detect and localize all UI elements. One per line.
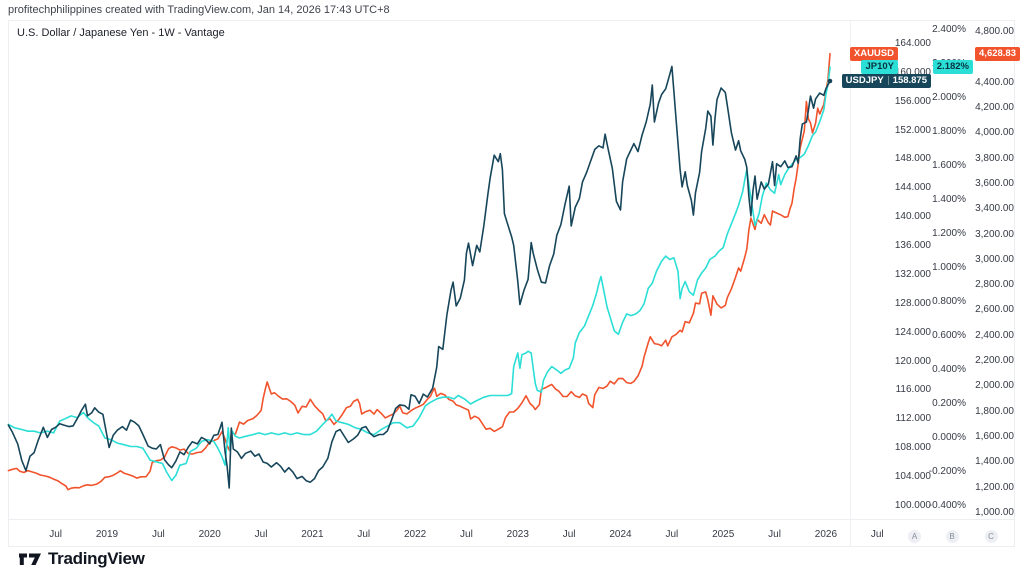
scale-marker-b[interactable]: B bbox=[945, 530, 959, 543]
price-tick-jp10y: 1.400% bbox=[932, 194, 966, 205]
time-tick: 2020 bbox=[198, 529, 221, 540]
badge-divider bbox=[887, 76, 889, 86]
price-tick-xauusd: 2,200.00 bbox=[975, 355, 1014, 367]
xauusd-line[interactable] bbox=[7, 52, 831, 491]
time-tick: Jul bbox=[768, 529, 781, 540]
xauusd-symbol-badge[interactable]: XAUUSD bbox=[849, 46, 898, 61]
price-tick-xauusd: 3,000.00 bbox=[975, 253, 1014, 265]
tradingview-logo-text: TradingView bbox=[48, 549, 145, 568]
time-tick: 2024 bbox=[609, 529, 632, 540]
usdjpy-last-price-dot bbox=[827, 78, 833, 84]
price-tick-usdjpy: 120.000 bbox=[894, 355, 931, 367]
chart-legend[interactable]: U.S. Dollar / Japanese Yen - 1W - Vantag… bbox=[17, 27, 225, 39]
price-tick-usdjpy: 116.000 bbox=[895, 384, 931, 396]
xauusd-price-scale[interactable]: 4,800.004,600.004,400.004,200.004,000.00… bbox=[938, 0, 1014, 582]
time-tick: 2026 bbox=[814, 529, 838, 540]
jp10y-line[interactable] bbox=[7, 66, 831, 482]
price-tick-xauusd: 1,800.00 bbox=[975, 405, 1014, 417]
price-tick-usdjpy: 136.000 bbox=[894, 240, 931, 252]
price-tick-usdjpy: 108.000 bbox=[894, 442, 931, 454]
price-tick-xauusd: 2,400.00 bbox=[975, 329, 1014, 341]
price-tick-usdjpy: 112.000 bbox=[895, 413, 931, 425]
price-tick-xauusd: 3,600.00 bbox=[975, 177, 1014, 189]
time-tick: 2022 bbox=[403, 529, 427, 540]
time-tick: 2019 bbox=[95, 529, 119, 540]
price-tick-jp10y: 1.200% bbox=[932, 228, 966, 239]
price-tick-xauusd: 1,400.00 bbox=[975, 456, 1014, 468]
time-tick: Jul bbox=[562, 529, 576, 540]
price-tick-jp10y: 0.600% bbox=[932, 330, 966, 341]
time-tick: Jul bbox=[357, 529, 371, 540]
time-tick: 2023 bbox=[506, 529, 529, 540]
price-tick-jp10y: -0.400% bbox=[928, 500, 966, 511]
price-tick-jp10y: 0.200% bbox=[932, 398, 966, 409]
usdjpy-symbol-label: USDJPY bbox=[845, 74, 884, 86]
price-tick-xauusd: 2,600.00 bbox=[975, 304, 1014, 316]
price-tick-usdjpy: 128.000 bbox=[894, 297, 931, 309]
price-tick-usdjpy: 152.000 bbox=[894, 124, 931, 136]
price-tick-xauusd: 3,200.00 bbox=[975, 228, 1014, 240]
time-tick: 2025 bbox=[712, 529, 735, 540]
price-tick-xauusd: 3,800.00 bbox=[975, 152, 1014, 164]
price-tick-jp10y: 2.000% bbox=[932, 92, 966, 103]
tradingview-logo-icon bbox=[19, 553, 41, 565]
price-tick-jp10y: 1.800% bbox=[932, 126, 966, 137]
usdjpy-line[interactable] bbox=[7, 65, 831, 489]
price-tick-jp10y: 0.800% bbox=[932, 296, 966, 307]
price-tick-usdjpy: 140.000 bbox=[894, 211, 931, 223]
time-tick: Jul bbox=[151, 529, 165, 540]
price-tick-jp10y: -0.200% bbox=[928, 466, 966, 477]
price-tick-jp10y: 1.000% bbox=[932, 262, 966, 273]
time-tick: Jul bbox=[49, 529, 63, 540]
price-tick-xauusd: 4,200.00 bbox=[975, 101, 1014, 113]
price-tick-jp10y: 0.400% bbox=[932, 364, 966, 375]
price-tick-xauusd: 4,800.00 bbox=[975, 25, 1014, 37]
usdjpy-price-scale[interactable]: 164.000 160.000 156.000 152.000 148.000 144.0… bbox=[855, 0, 931, 582]
price-tick-xauusd: 1,600.00 bbox=[975, 431, 1014, 443]
price-tick-usdjpy: 100.000 bbox=[894, 500, 931, 511]
price-tick-jp10y: 0.000% bbox=[932, 432, 966, 443]
price-tick-xauusd: 3,400.00 bbox=[975, 203, 1014, 215]
price-tick-xauusd: 1,200.00 bbox=[975, 481, 1014, 493]
jp10y-last-price-badge: 2.182% bbox=[932, 60, 973, 75]
price-tick-jp10y: 2.400% bbox=[932, 24, 966, 35]
scale-marker-a[interactable]: A bbox=[908, 530, 921, 543]
jp10y-symbol-badge[interactable]: JP10Y bbox=[861, 60, 898, 75]
price-tick-xauusd: 2,000.00 bbox=[975, 380, 1014, 392]
price-tick-xauusd: 1,000.00 bbox=[975, 507, 1014, 518]
price-tick-xauusd: 4,400.00 bbox=[975, 76, 1014, 88]
price-tick-jp10y: 1.600% bbox=[932, 160, 966, 171]
price-tick-usdjpy: 164.000 bbox=[894, 37, 931, 49]
time-tick: Jul bbox=[870, 529, 884, 540]
watermark-attribution: profitechphilippines created with Tradin… bbox=[8, 4, 390, 16]
time-axis-separator bbox=[9, 519, 1015, 520]
price-tick-usdjpy: 144.000 bbox=[894, 182, 931, 194]
time-tick: Jul bbox=[254, 529, 268, 540]
price-tick-usdjpy: 132.000 bbox=[894, 268, 931, 280]
time-tick: Jul bbox=[460, 529, 473, 540]
usdjpy-last-price: 158.875 bbox=[892, 74, 927, 86]
price-tick-usdjpy: 104.000 bbox=[894, 471, 931, 483]
price-tick-usdjpy: 148.000 bbox=[894, 153, 931, 165]
usdjpy-symbol-badge[interactable]: USDJPY 158.875 bbox=[841, 73, 931, 88]
time-tick: Jul bbox=[665, 529, 679, 540]
scale-marker-c[interactable]: C bbox=[984, 530, 998, 543]
price-tick-usdjpy: 160.000 bbox=[894, 66, 931, 78]
price-tick-usdjpy: 156.000 bbox=[894, 95, 931, 107]
price-tick-xauusd: 2,800.00 bbox=[975, 279, 1014, 291]
price-tick-usdjpy: 124.000 bbox=[894, 326, 931, 338]
price-tick-xauusd: 4,000.00 bbox=[975, 127, 1014, 139]
tradingview-logo[interactable]: TradingView bbox=[18, 549, 145, 569]
price-scale-separator bbox=[850, 21, 851, 546]
time-tick: 2021 bbox=[301, 529, 324, 540]
xauusd-last-price-badge: 4,628.83 bbox=[975, 46, 1020, 61]
